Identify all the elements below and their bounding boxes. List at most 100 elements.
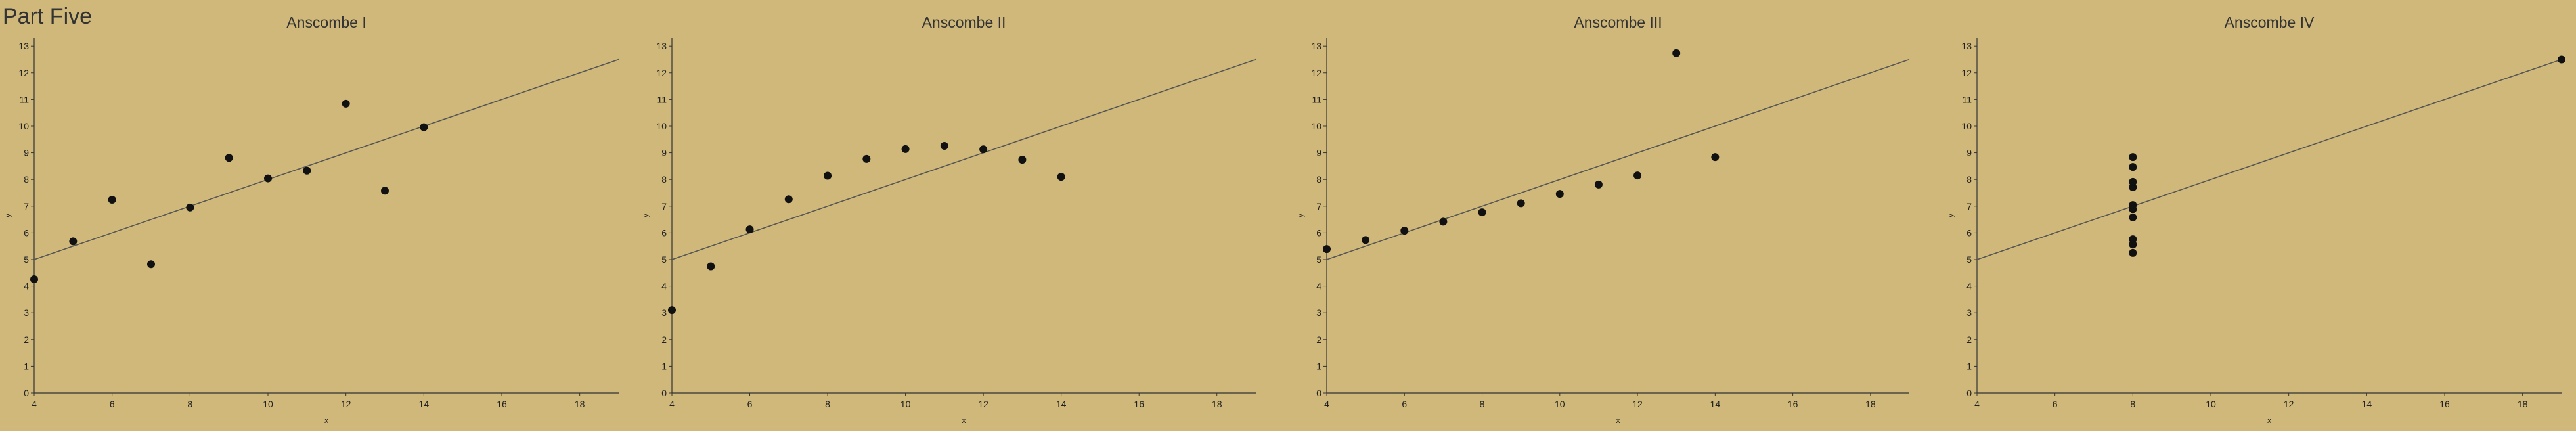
data-point [940,142,948,150]
x-tick-label: 8 [1480,399,1485,409]
y-tick-label: 9 [1316,148,1321,158]
y-tick-label: 2 [661,334,667,345]
data-point [225,154,233,162]
data-point [2129,153,2137,162]
y-tick-label: 4 [1316,281,1321,292]
data-point [2129,240,2137,249]
y-tick-label: 4 [1966,281,1972,292]
x-tick-label: 8 [187,399,192,409]
y-tick-label: 2 [1966,334,1972,345]
data-point [1594,180,1603,189]
x-axis-label: x [962,416,966,425]
data-point [69,237,78,246]
x-tick-label: 4 [1324,399,1329,409]
y-axis-label: y [1946,214,1955,217]
data-point [186,203,194,212]
y-tick-label: 12 [1311,68,1321,78]
data-point [2129,205,2137,214]
data-point [342,99,350,108]
x-tick-label: 18 [1212,399,1222,409]
y-axis-label: y [3,214,12,217]
y-tick-label: 12 [1961,68,1972,78]
y-tick-label: 1 [24,361,29,371]
x-tick-label: 4 [1974,399,1980,409]
data-point [30,275,38,284]
y-tick-label: 12 [656,68,667,78]
data-point [1362,236,1370,244]
x-axis-label: x [2267,416,2271,425]
y-tick-label: 8 [1316,174,1321,185]
chart-title: Anscombe II [922,14,1006,31]
data-point [108,196,116,204]
y-tick-label: 3 [661,307,667,318]
x-tick-label: 14 [1056,399,1067,409]
x-tick-label: 18 [1865,399,1876,409]
x-tick-label: 16 [2439,399,2450,409]
y-tick-label: 8 [1966,174,1972,185]
y-tick-label: 1 [1966,361,1972,371]
trend-line [33,58,619,260]
y-tick-label: 3 [1966,307,1972,318]
y-tick-label: 0 [1966,388,1972,398]
y-tick-label: 5 [661,254,667,265]
chart-title: Anscombe I [286,14,366,31]
x-tick-label: 6 [2053,399,2058,409]
x-tick-label: 12 [341,399,351,409]
y-tick-label: 4 [661,281,667,292]
data-point [1057,173,1065,181]
y-tick-label: 13 [1961,41,1972,51]
data-point [707,262,715,271]
x-tick-label: 16 [1788,399,1798,409]
data-point [1633,171,1642,180]
data-point [147,260,155,269]
data-point [1711,153,1720,162]
y-tick-label: 7 [1966,201,1972,212]
x-tick-label: 12 [978,399,988,409]
y-tick-label: 2 [1316,334,1321,345]
y-tick-label: 13 [18,41,29,51]
data-point [1555,190,1564,198]
trend-line [671,58,1256,260]
data-point [745,225,754,234]
y-tick-label: 11 [1962,94,1972,104]
y-tick-label: 7 [661,201,667,212]
data-point [901,145,910,153]
trend-line [1976,58,2562,260]
trend-line [1326,58,1910,260]
chart-title: Anscombe IV [2225,14,2315,31]
x-tick-label: 8 [2130,399,2135,409]
y-tick-label: 5 [1316,254,1321,265]
x-tick-label: 10 [1555,399,1565,409]
x-tick-label: 14 [419,399,430,409]
y-tick-label: 13 [1311,41,1321,51]
y-tick-label: 8 [24,174,29,185]
data-point [824,171,832,180]
data-point [1323,245,1331,254]
x-tick-label: 4 [32,399,37,409]
x-tick-label: 12 [2284,399,2294,409]
x-tick-label: 6 [747,399,753,409]
y-tick-label: 11 [19,94,29,104]
chart-title: Anscombe III [1574,14,1662,31]
data-point [979,145,988,154]
y-tick-label: 10 [1961,121,1972,131]
y-tick-label: 1 [661,361,667,371]
x-tick-label: 4 [669,399,675,409]
y-tick-label: 6 [1316,227,1321,238]
y-tick-label: 10 [18,121,29,131]
page-title: Part Five [3,4,93,29]
x-tick-label: 6 [110,399,115,409]
data-point [303,166,311,175]
y-tick-label: 13 [656,41,667,51]
y-tick-label: 11 [1312,94,1321,104]
x-axis-label: x [324,416,328,425]
y-tick-label: 0 [661,388,667,398]
y-tick-label: 5 [24,254,29,265]
y-axis-label: y [641,214,650,217]
x-tick-label: 18 [575,399,585,409]
data-point [1439,217,1448,226]
